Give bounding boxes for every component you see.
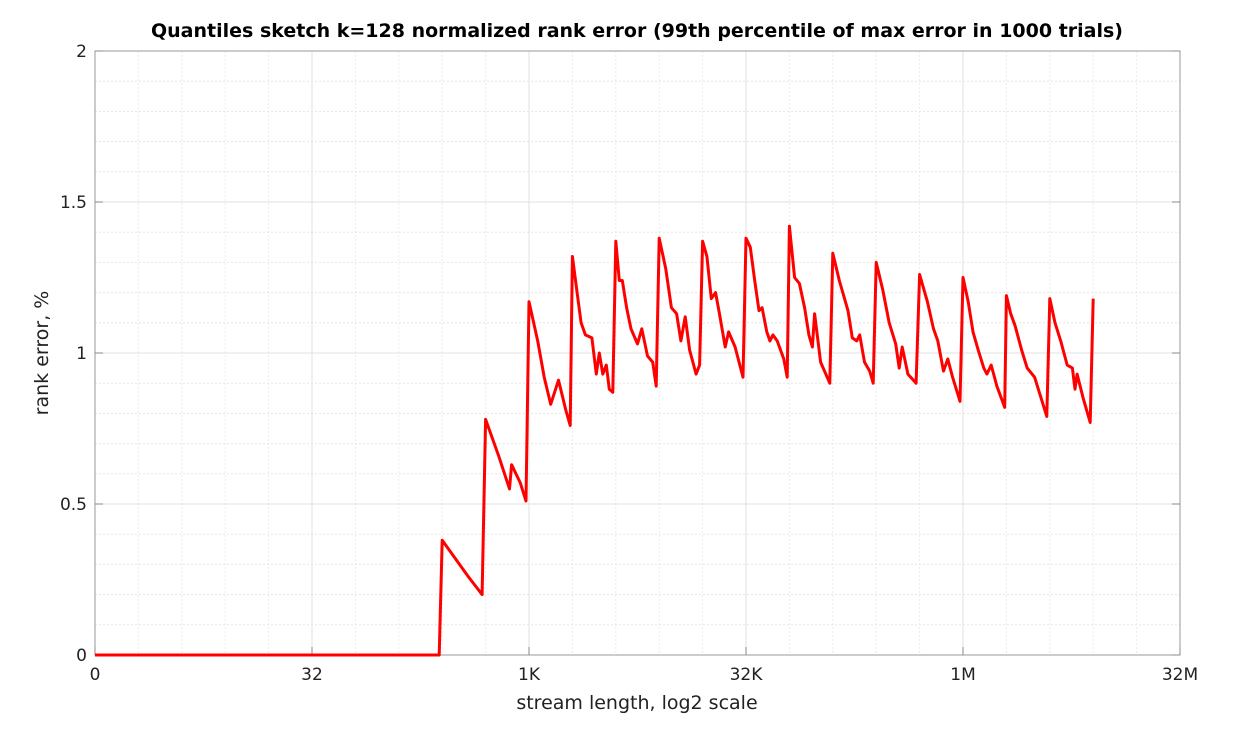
x-tick-label: 32 (301, 665, 323, 685)
y-tick-label: 1.5 (60, 193, 87, 213)
chart-title: Quantiles sketch k=128 normalized rank e… (151, 20, 1123, 42)
x-tick-label: 1M (950, 665, 975, 685)
ticks: 0 32 1K 32K 1M 32M 0 0.5 1 1.5 2 (60, 42, 1198, 685)
x-tick-label: 0 (90, 665, 101, 685)
y-tick-label: 1 (76, 344, 87, 364)
x-tick-label: 1K (518, 665, 541, 685)
x-axis-label: stream length, log2 scale (516, 692, 757, 714)
series-line-rank-error (95, 224, 1095, 657)
y-tick-label: 2 (76, 42, 87, 62)
y-tick-label: 0.5 (60, 495, 87, 515)
x-tick-label: 32M (1162, 665, 1198, 685)
x-tick-label: 32K (730, 665, 764, 685)
y-tick-label: 0 (76, 646, 87, 666)
y-axis-label: rank error, % (31, 291, 53, 416)
grid (95, 51, 1180, 655)
